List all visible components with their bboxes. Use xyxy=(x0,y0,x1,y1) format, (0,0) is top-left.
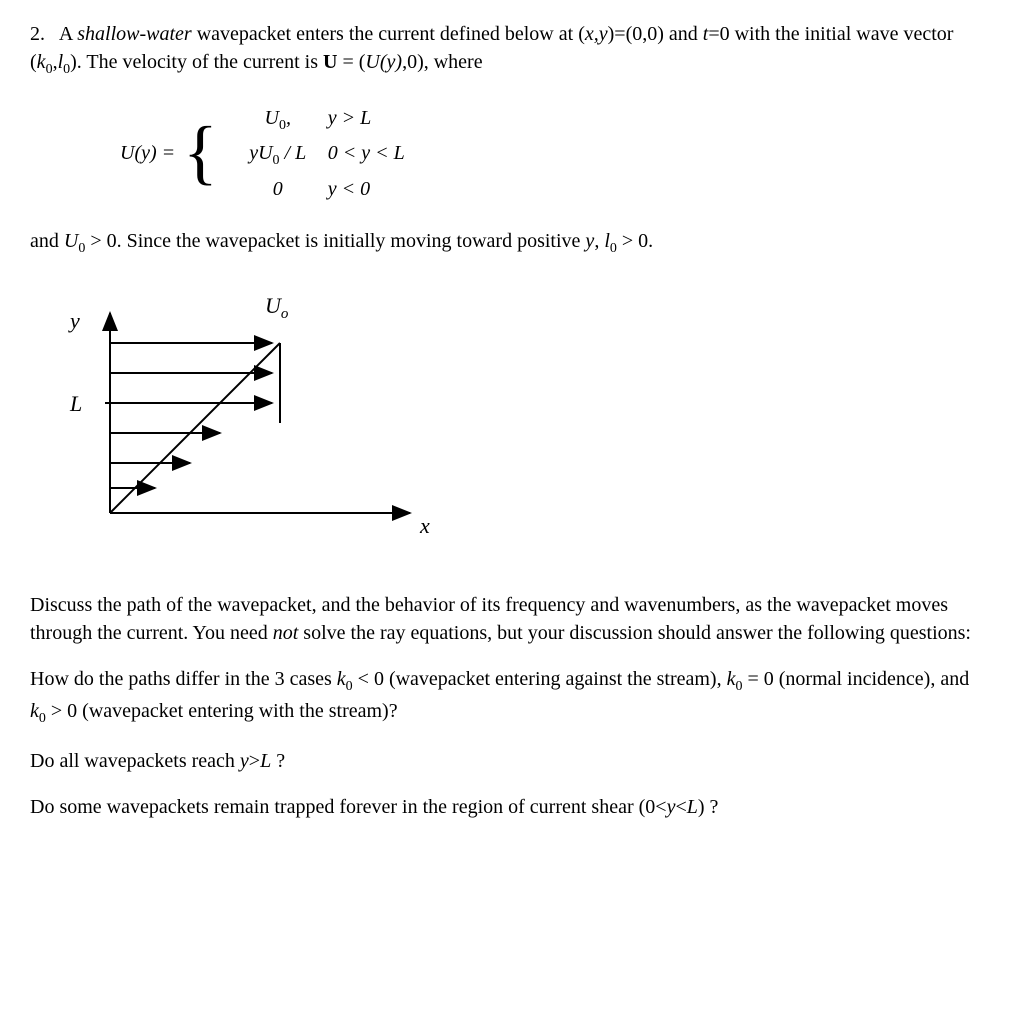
problem-number: 2. xyxy=(30,23,45,45)
p2-text2: > 0. Since the wavepacket is initially m… xyxy=(85,230,585,252)
eq-y: (y) = xyxy=(134,142,175,164)
intro-k: k xyxy=(37,51,46,73)
p3-text2: solve the ray equations, but your discus… xyxy=(298,622,971,644)
p6-L: L xyxy=(687,796,698,818)
intro-U-bold: U xyxy=(323,51,337,73)
p2-l-sub: 0 xyxy=(610,241,617,256)
p4-text2: < 0 (wavepacket entering against the str… xyxy=(353,668,727,690)
p5-text1: Do all wavepackets reach xyxy=(30,750,240,772)
case-2: yU0 / L 0 < y < L xyxy=(228,139,458,171)
intro-text-2: wavepacket enters the current defined be… xyxy=(192,23,585,45)
case3-val: 0 xyxy=(228,175,328,203)
p2-text1: and xyxy=(30,230,64,252)
case1-val: U0, xyxy=(228,104,328,136)
p6-text3: ) ? xyxy=(698,796,719,818)
p4-text4: > 0 (wavepacket entering with the stream… xyxy=(46,700,398,722)
intro-k-sub: 0 xyxy=(46,62,53,77)
intro-text-6: ). The velocity of the current is xyxy=(70,51,323,73)
p5-L: L xyxy=(260,750,271,772)
case3-cond: y < 0 xyxy=(328,175,458,203)
eq-lhs: U(y) = xyxy=(120,139,175,167)
diagram-svg: y L Uo x xyxy=(50,283,470,553)
piecewise-equation: U(y) = { U0, y > L yU0 / L 0 < y < L 0 y… xyxy=(120,100,984,207)
cases: U0, y > L yU0 / L 0 < y < L 0 y < 0 xyxy=(228,100,458,207)
p4-text1: How do the paths differ in the 3 cases xyxy=(30,668,337,690)
p2-U: U xyxy=(64,230,78,252)
p6-text1: Do some wavepackets remain trapped forev… xyxy=(30,796,667,818)
para-4: How do the paths differ in the 3 cases k… xyxy=(30,665,984,728)
p4-k1: k xyxy=(337,668,346,690)
eq-U: U xyxy=(120,142,134,164)
velocity-profile-diagram: y L Uo x xyxy=(50,283,984,561)
case1-cond: y > L xyxy=(328,104,458,136)
p5-text2: > xyxy=(249,750,260,772)
intro-italic: shallow-water xyxy=(77,23,191,45)
case-3: 0 y < 0 xyxy=(228,175,458,203)
p2-text4: > 0. xyxy=(617,230,653,252)
case2-cond: 0 < y < L xyxy=(328,139,458,171)
p2-text3: , xyxy=(594,230,604,252)
p6-text2: < xyxy=(675,796,686,818)
intro-Uy: U(y) xyxy=(365,51,402,73)
p5-y: y xyxy=(240,750,249,772)
U0-label: Uo xyxy=(265,293,289,322)
intro-xy: x,y xyxy=(585,23,608,45)
p5-text3: ? xyxy=(271,750,285,772)
intro-text-8: ,0), where xyxy=(402,51,483,73)
problem-intro: 2. A shallow-water wavepacket enters the… xyxy=(30,20,984,80)
p4-text3: = 0 (normal incidence), and xyxy=(742,668,969,690)
brace-icon: { xyxy=(183,124,218,182)
case-1: U0, y > L xyxy=(228,104,458,136)
para-6: Do some wavepackets remain trapped forev… xyxy=(30,793,984,821)
intro-text-1: A xyxy=(59,23,77,45)
intro-text-3: )=(0,0) and xyxy=(608,23,703,45)
x-label: x xyxy=(419,513,430,538)
L-label: L xyxy=(69,391,82,416)
intro-text-7: = ( xyxy=(337,51,365,73)
case2-val: yU0 / L xyxy=(228,139,328,171)
para-3: Discuss the path of the wavepacket, and … xyxy=(30,591,984,647)
p3-not: not xyxy=(273,622,299,644)
p2-y: y xyxy=(585,230,594,252)
y-label: y xyxy=(68,308,80,333)
para-2: and U 0 > 0. Since the wavepacket is init… xyxy=(30,227,984,259)
para-5: Do all wavepackets reach y>L ? xyxy=(30,747,984,775)
p4-k3: k xyxy=(30,700,39,722)
